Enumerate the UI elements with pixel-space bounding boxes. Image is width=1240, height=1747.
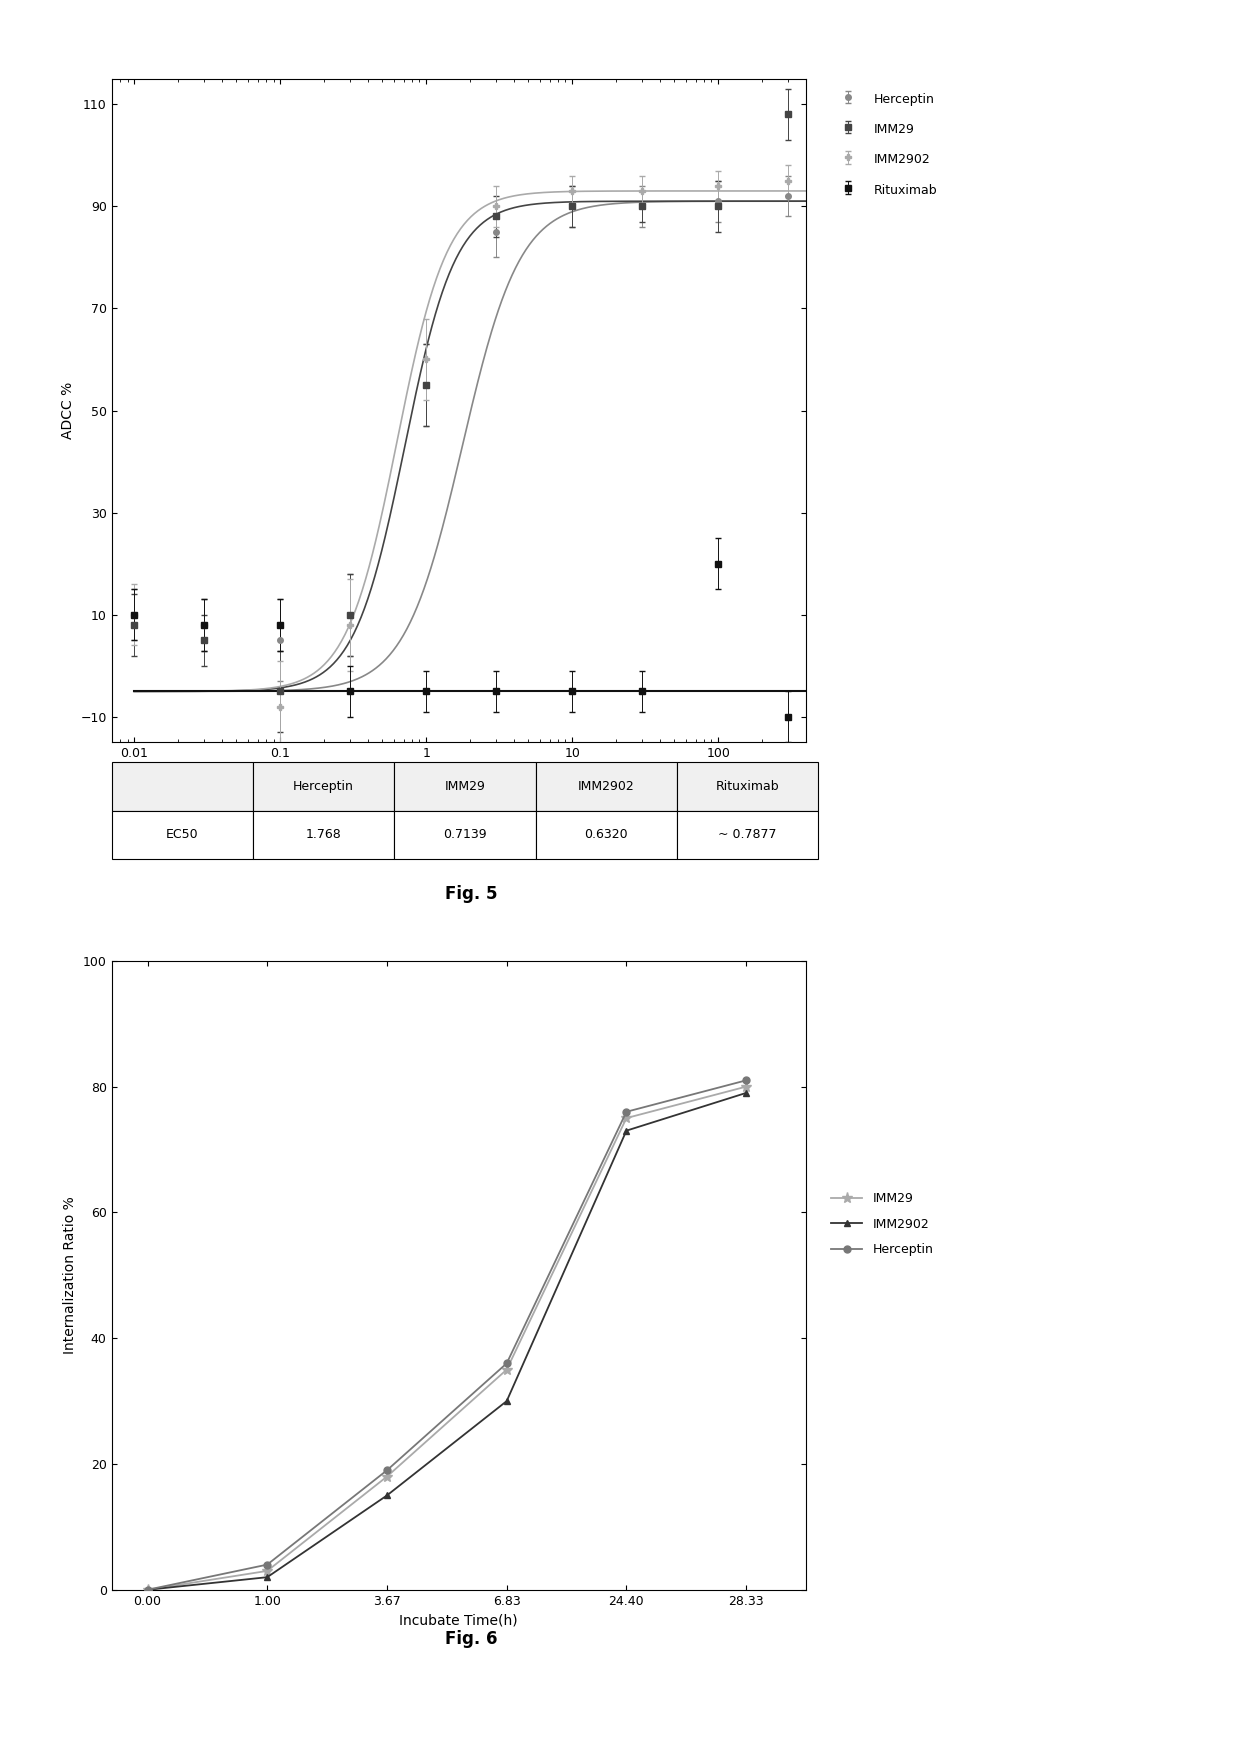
Line: IMM29: IMM29 [141, 1081, 751, 1595]
Legend: IMM29, IMM2902, Herceptin: IMM29, IMM2902, Herceptin [826, 1188, 939, 1261]
IMM2902 [379, 1485, 394, 1506]
Herceptin [260, 1555, 275, 1576]
IMM29 [140, 1579, 155, 1600]
Herceptin [500, 1352, 515, 1373]
Line: Herceptin: Herceptin [144, 1076, 750, 1593]
Herceptin [739, 1069, 754, 1090]
Herceptin [619, 1101, 634, 1122]
IMM2902 [500, 1391, 515, 1412]
Text: Fig. 5: Fig. 5 [445, 886, 497, 903]
IMM2902 [140, 1579, 155, 1600]
IMM2902 [619, 1120, 634, 1141]
IMM2902 [260, 1567, 275, 1588]
IMM29 [500, 1359, 515, 1380]
IMM29 [619, 1108, 634, 1129]
Line: IMM2902: IMM2902 [144, 1090, 750, 1593]
IMM29 [739, 1076, 754, 1097]
Text: Fig. 6: Fig. 6 [445, 1630, 497, 1647]
X-axis label: Conc.(ng/ml): Conc.(ng/ml) [414, 765, 503, 779]
Legend: Herceptin, IMM29, IMM2902, Rituximab: Herceptin, IMM29, IMM2902, Rituximab [826, 86, 944, 203]
IMM29 [379, 1466, 394, 1487]
IMM29 [260, 1560, 275, 1581]
Herceptin [140, 1579, 155, 1600]
Y-axis label: ADCC %: ADCC % [61, 383, 74, 438]
X-axis label: Incubate Time(h): Incubate Time(h) [399, 1612, 518, 1626]
IMM2902 [739, 1083, 754, 1104]
Herceptin [379, 1460, 394, 1481]
Y-axis label: Internalization Ratio %: Internalization Ratio % [63, 1197, 77, 1354]
